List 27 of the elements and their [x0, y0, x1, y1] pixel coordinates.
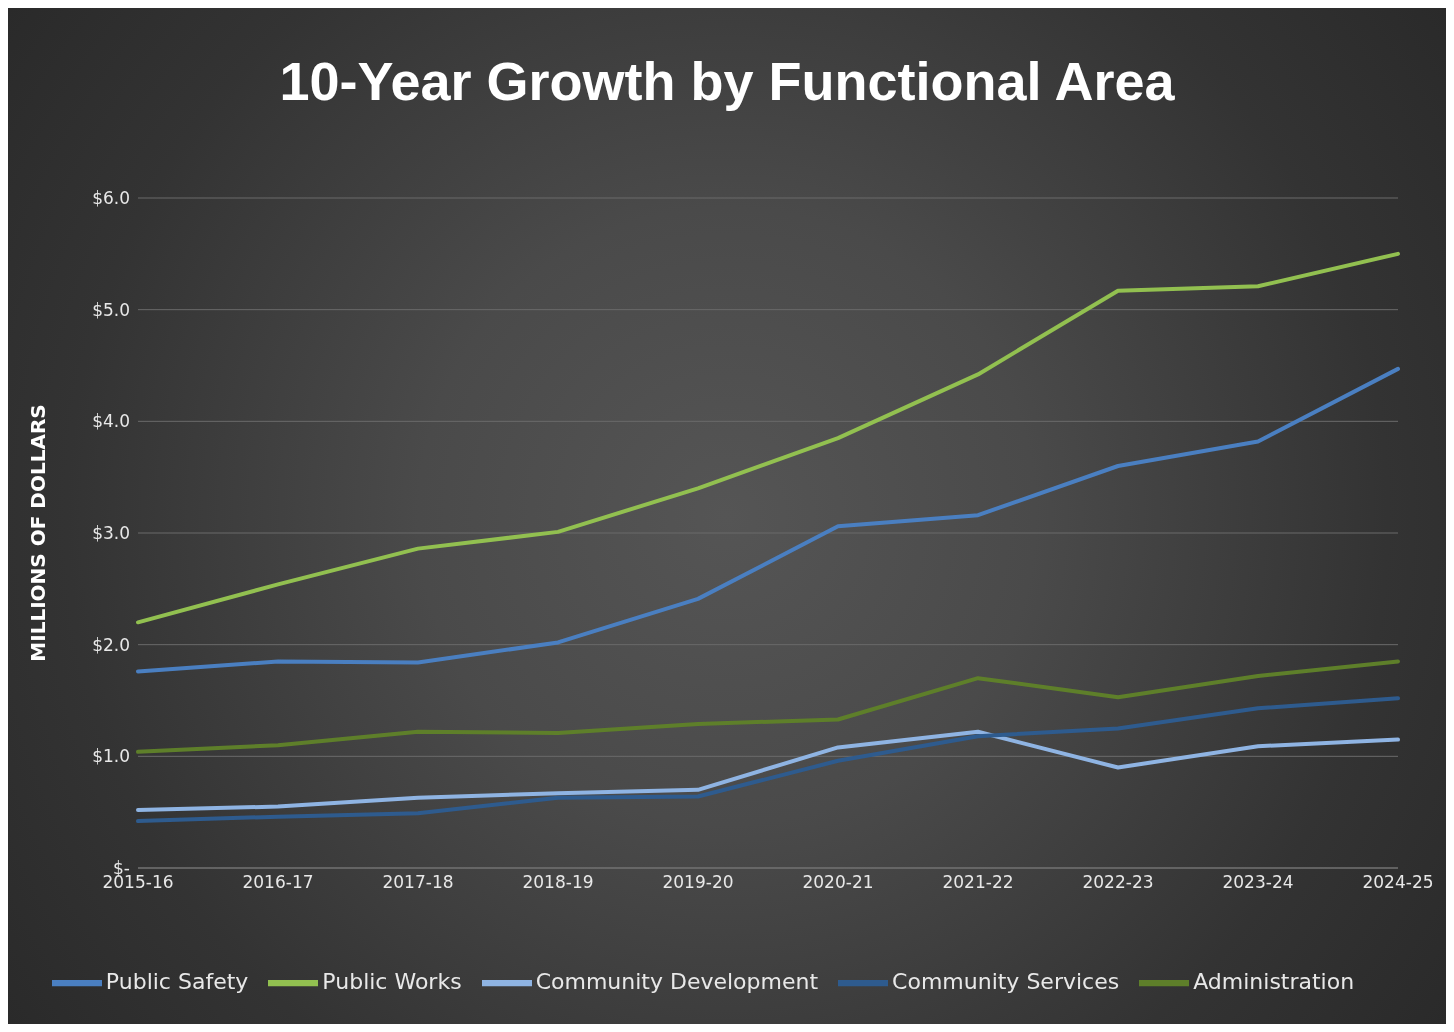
- line-series: [136, 251, 1400, 625]
- x-tick-label: 2017-18: [382, 872, 454, 893]
- legend-label: Public Works: [322, 969, 462, 994]
- y-tick-label: $3.0: [92, 523, 130, 544]
- line-series: [136, 659, 1400, 754]
- y-tick-label: $6.0: [92, 188, 130, 209]
- line-series: [136, 729, 1400, 812]
- y-axis-title: MILLIONS OF DOLLARS: [26, 404, 51, 662]
- x-tick-label: 2024-25: [1362, 872, 1434, 893]
- y-tick-label: $1.0: [92, 746, 130, 767]
- y-tick-label: $5.0: [92, 299, 130, 320]
- chart-title: 10-Year Growth by Functional Area: [278, 50, 1176, 112]
- legend-label: Administration: [1193, 969, 1355, 994]
- x-tick-label: 2016-17: [242, 872, 314, 893]
- legend-label: Community Development: [535, 969, 819, 994]
- y-tick-label: $2.0: [92, 634, 130, 655]
- y-tick-label: $4.0: [92, 411, 130, 432]
- x-tick-label: 2019-20: [662, 872, 734, 893]
- x-tick-label: 2020-21: [802, 872, 874, 893]
- x-tick-label: 2018-19: [522, 872, 594, 893]
- legend-label: Public Safety: [105, 969, 249, 994]
- x-tick-label: 2023-24: [1222, 872, 1294, 893]
- x-tick-label: 2022-23: [1082, 872, 1154, 893]
- line-series: [136, 366, 1400, 674]
- line-series: [136, 696, 1400, 824]
- legend-label: Community Services: [892, 969, 1120, 994]
- x-tick-label: 2021-22: [942, 872, 1014, 893]
